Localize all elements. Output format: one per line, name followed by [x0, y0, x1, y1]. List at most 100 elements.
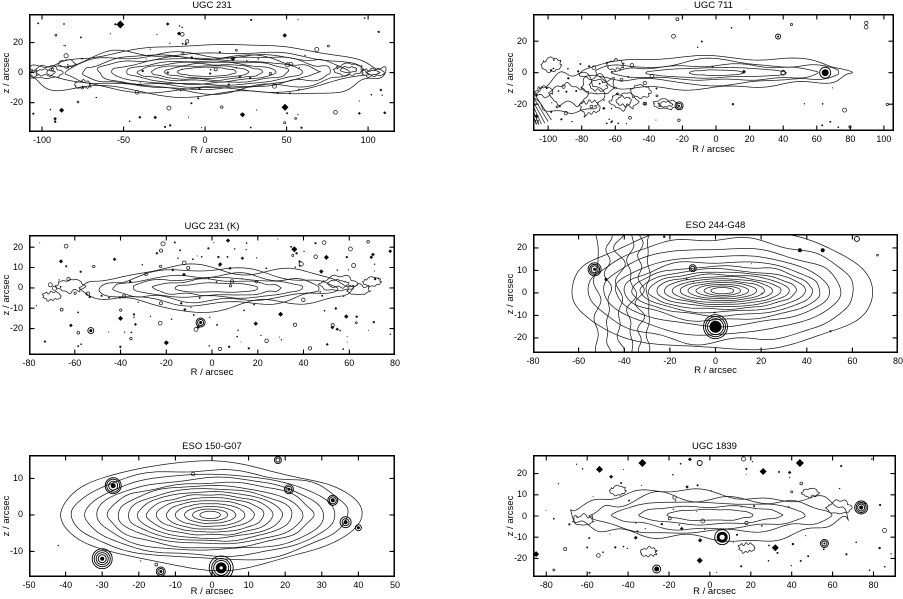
x-tick-label: -60: [572, 355, 586, 366]
x-tick-label: -20: [663, 355, 677, 366]
x-tick-label: -80: [526, 355, 540, 366]
stars-group: [87, 317, 206, 335]
y-tick-label: -10: [9, 302, 23, 313]
x-tick-label: -60: [608, 133, 622, 144]
x-tick-label: -20: [675, 133, 689, 144]
contours-group: [29, 44, 387, 98]
x-tick-label: 60: [811, 133, 822, 144]
contour-plot-area: [29, 14, 395, 132]
x-tick-label: -20: [662, 579, 676, 590]
x-tick-label: 0: [713, 133, 719, 144]
x-tick-label: -60: [68, 357, 82, 368]
speckles-group: [534, 17, 889, 129]
contour-plot-area: [533, 455, 896, 577]
y-axis-label: z / arcsec: [1, 495, 12, 537]
axis-frame: [533, 234, 898, 353]
x-tick-label: 0: [209, 579, 215, 590]
x-tick-label: 80: [868, 579, 879, 590]
plot-title: UGC 711: [694, 0, 733, 11]
y-tick-label: 0: [17, 282, 23, 293]
contours-group: [41, 263, 382, 313]
x-tick-label: 100: [360, 134, 376, 145]
y-tick-label: -20: [9, 97, 23, 108]
contours-group: [570, 484, 853, 558]
x-tick-label: -100: [33, 134, 52, 145]
y-tick-label: 0: [521, 510, 527, 521]
x-tick-label: 10: [243, 579, 254, 590]
x-tick-label: -40: [59, 579, 73, 590]
x-tick-label: -50: [117, 134, 131, 145]
speckles-group: [32, 17, 387, 129]
x-tick-label: -40: [617, 355, 631, 366]
y-tick-label: 0: [521, 287, 527, 298]
axis-frame: [29, 235, 395, 355]
y-tick-label: -10: [9, 545, 23, 556]
x-tick-label: -40: [621, 579, 635, 590]
speckles-group: [35, 238, 393, 351]
speckles-group: [663, 235, 879, 333]
x-tick-label: 20: [756, 355, 767, 366]
y-tick-label: -10: [513, 309, 527, 320]
y-tick-label: -20: [513, 552, 527, 563]
x-tick-label: 0: [707, 579, 713, 590]
plot-title: UGC 231 (K): [184, 221, 240, 232]
contour-plot-area: [29, 235, 395, 355]
x-tick-label: -10: [168, 579, 182, 590]
stars-group: [91, 456, 362, 577]
x-tick-label: 0: [202, 134, 208, 145]
y-axis-label: z / arcsec: [1, 274, 12, 316]
x-tick-label: 50: [281, 134, 292, 145]
x-tick-label: 20: [252, 357, 263, 368]
y-tick-label: 0: [17, 67, 23, 78]
x-tick-label: 40: [778, 133, 789, 144]
x-tick-label: 0: [209, 357, 215, 368]
y-tick-label: -20: [513, 98, 527, 109]
y-tick-label: 10: [12, 472, 23, 483]
x-tick-label: 20: [280, 579, 291, 590]
x-tick-label: 40: [801, 355, 812, 366]
x-tick-label: -20: [132, 579, 146, 590]
y-tick-label: 10: [12, 262, 23, 273]
stars-group: [652, 460, 869, 574]
axis-frame: [29, 455, 395, 577]
y-axis-label: z / arcsec: [505, 273, 516, 314]
x-tick-label: 20: [745, 579, 756, 590]
x-tick-label: -60: [580, 579, 594, 590]
x-axis-label: R / arcsec: [190, 586, 234, 597]
x-tick-label: 40: [353, 579, 364, 590]
y-axis-label: z / arcsec: [1, 52, 12, 94]
y-axis-label: z / arcsec: [505, 495, 516, 537]
contours-group: [533, 55, 854, 125]
x-tick-label: -80: [22, 357, 36, 368]
x-tick-label: 60: [847, 355, 858, 366]
x-axis-label: R / arcsec: [190, 145, 234, 156]
x-tick-label: -20: [159, 357, 173, 368]
x-tick-label: 40: [786, 579, 797, 590]
x-axis-label: R / arcsec: [190, 367, 234, 378]
x-tick-label: -30: [95, 579, 109, 590]
axis-frame: [533, 14, 894, 131]
speckles-group: [533, 456, 892, 574]
stars-group: [29, 106, 30, 114]
x-tick-label: 60: [344, 357, 355, 368]
x-axis-label: R / arcsec: [694, 365, 737, 376]
x-axis-label: R / arcsec: [693, 586, 736, 597]
contour-plot-area: [29, 455, 395, 577]
x-tick-label: -100: [539, 133, 558, 144]
x-tick-label: -50: [22, 579, 36, 590]
plot-title: UGC 1839: [692, 441, 737, 452]
x-tick-label: -80: [539, 579, 553, 590]
contours-group: [60, 460, 363, 572]
axis-frame: [29, 14, 395, 132]
x-tick-label: 40: [298, 357, 309, 368]
x-tick-label: 20: [744, 133, 755, 144]
y-tick-label: 20: [516, 468, 527, 479]
plot-title: ESO 150-G07: [182, 441, 242, 452]
y-tick-label: 20: [12, 37, 23, 48]
y-tick-label: 20: [516, 242, 527, 253]
x-tick-label: 30: [316, 579, 327, 590]
